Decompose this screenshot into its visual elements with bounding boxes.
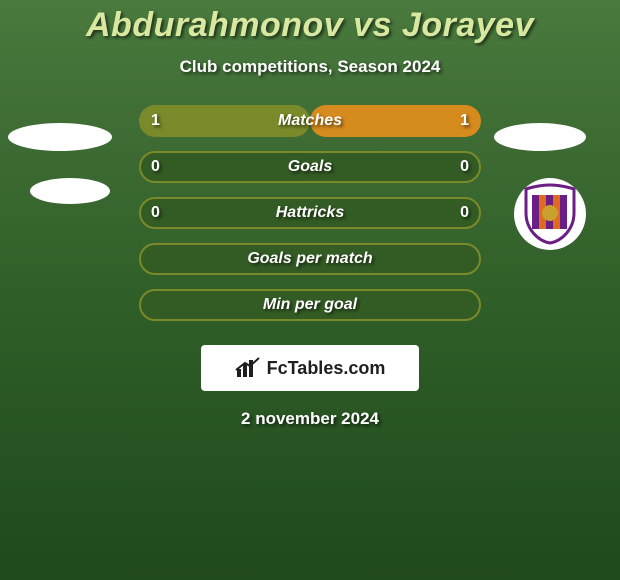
team-right-crest <box>514 178 586 250</box>
stat-row: 11Matches <box>139 105 481 137</box>
team-left-avatar <box>30 178 110 204</box>
date-text: 2 november 2024 <box>0 409 620 429</box>
footer-logo[interactable]: FcTables.com <box>201 345 419 391</box>
stat-row: Min per goal <box>139 289 481 321</box>
player-left-avatar <box>8 123 112 151</box>
page-title: Abdurahmonov vs Jorayev <box>0 0 620 45</box>
stat-label: Hattricks <box>139 197 481 229</box>
stat-label: Matches <box>139 105 481 137</box>
subtitle: Club competitions, Season 2024 <box>0 57 620 77</box>
stat-row: Goals per match <box>139 243 481 275</box>
stat-row: 00Hattricks <box>139 197 481 229</box>
comparison-card: Abdurahmonov vs Jorayev Club competition… <box>0 0 620 580</box>
bars-icon <box>235 357 261 379</box>
stat-label: Goals <box>139 151 481 183</box>
stat-row: 00Goals <box>139 151 481 183</box>
stat-label: Goals per match <box>139 243 481 275</box>
stat-label: Min per goal <box>139 289 481 321</box>
player-right-avatar <box>494 123 586 151</box>
footer-brand-text: FcTables.com <box>267 358 386 379</box>
